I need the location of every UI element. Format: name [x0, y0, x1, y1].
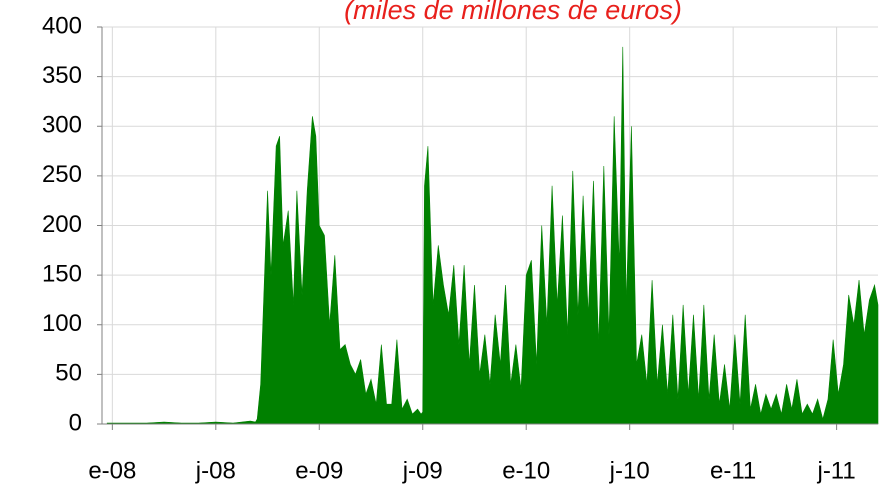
x-tick-label: e-08	[88, 457, 136, 484]
x-tick-label: e-10	[502, 457, 550, 484]
chart-title: (miles de millones de euros)	[344, 0, 682, 25]
x-tick-label: j-09	[402, 457, 443, 484]
y-tick-label: 200	[42, 211, 82, 238]
x-tick-label: j-08	[195, 457, 236, 484]
y-tick-label: 400	[42, 12, 82, 39]
x-tick-label: j-10	[609, 457, 650, 484]
y-tick-label: 250	[42, 161, 82, 188]
y-tick-label: 150	[42, 260, 82, 287]
y-tick-label: 0	[69, 409, 82, 436]
y-tick-label: 50	[55, 360, 82, 387]
y-tick-label: 300	[42, 112, 82, 139]
x-tick-label: j-11	[816, 457, 855, 484]
x-tick-label: e-11	[710, 457, 756, 484]
y-tick-label: 100	[42, 310, 82, 337]
area	[106, 46, 879, 425]
y-tick-label: 350	[42, 62, 82, 89]
x-tick-label: e-09	[295, 457, 343, 484]
